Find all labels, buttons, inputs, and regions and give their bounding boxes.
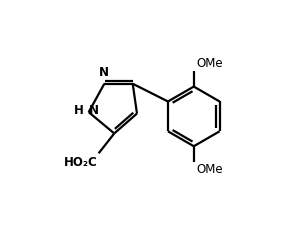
Text: OMe: OMe	[196, 163, 223, 176]
Text: N: N	[99, 66, 109, 79]
Text: OMe: OMe	[196, 57, 223, 69]
Text: H: H	[74, 104, 84, 117]
Text: N: N	[89, 104, 99, 117]
Text: HO₂C: HO₂C	[63, 156, 97, 169]
